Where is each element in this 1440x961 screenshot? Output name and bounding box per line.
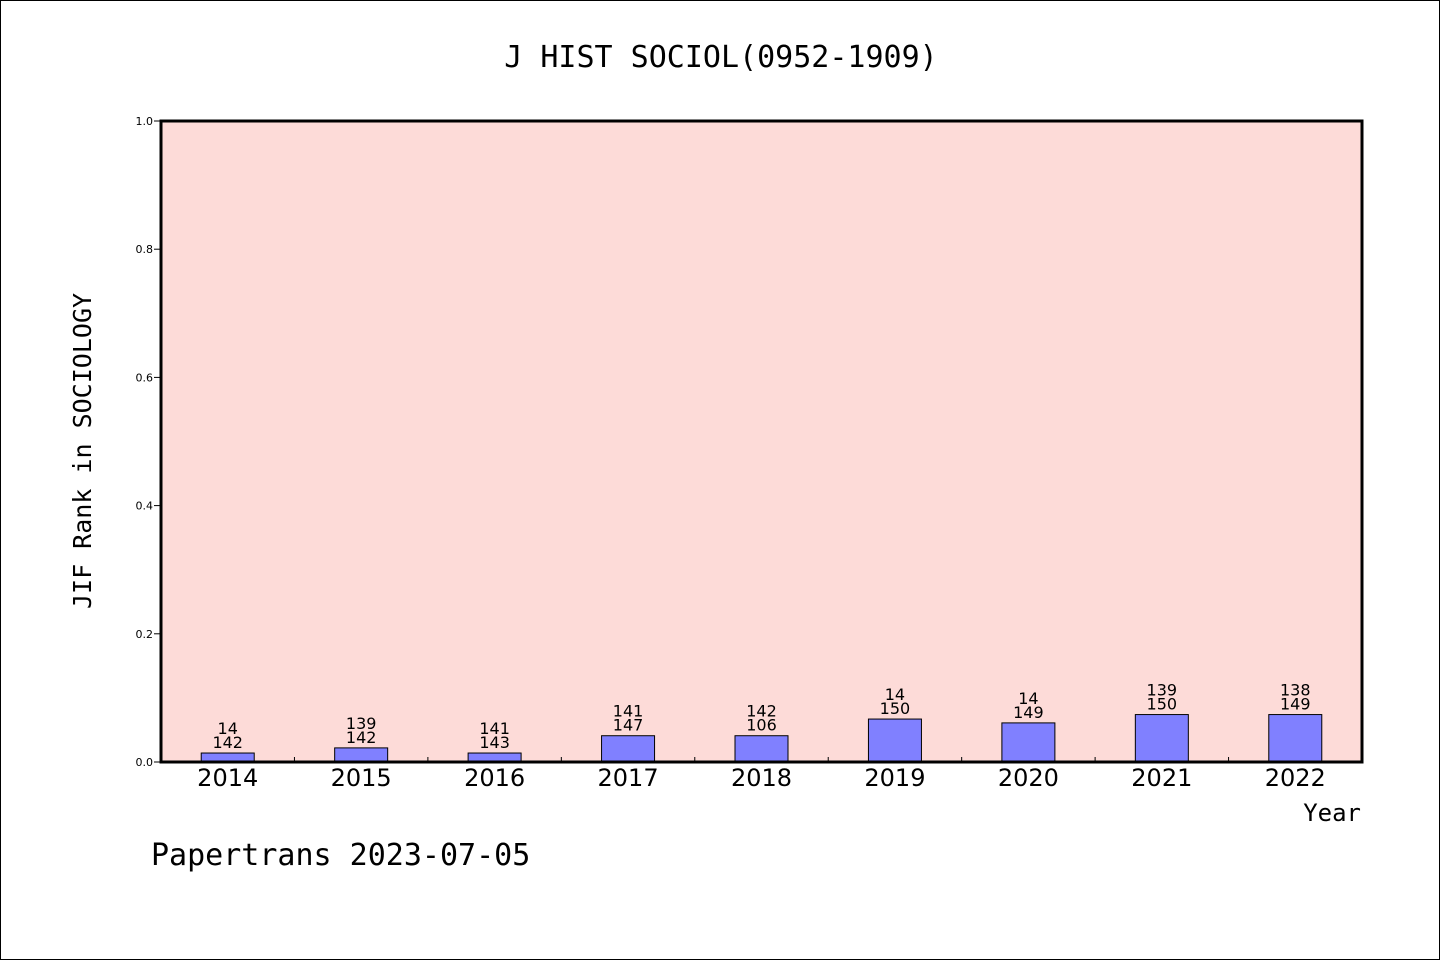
bar-rank-label-2016: 141 <box>479 719 510 738</box>
bar-rank-label-2019: 14 <box>885 685 905 704</box>
bar-rank-label-2022: 138 <box>1280 681 1311 700</box>
plot-border <box>159 119 1364 764</box>
bar-total-label-2021: 150 <box>1147 695 1178 714</box>
bar-2022 <box>1268 714 1323 763</box>
bar-total-label-2015: 142 <box>346 728 377 747</box>
x-tick-label-2016: 2016 <box>464 764 525 792</box>
bar-2019 <box>867 718 922 763</box>
y-axis-label: JIF Rank in SOCIOLOGY <box>68 293 97 609</box>
plot-area <box>161 121 1362 762</box>
bar-2017 <box>601 735 656 763</box>
bar-2018 <box>734 735 789 763</box>
bar-rank-label-2014: 14 <box>218 719 238 738</box>
x-axis: 2014 2015 2016 2017 2018 2019 2020 2021 2022 <box>197 757 1326 792</box>
x-tick-label-2019: 2019 <box>864 764 925 792</box>
bar-2021 <box>1134 714 1189 763</box>
x-tick-label-2014: 2014 <box>197 764 258 792</box>
bar-total-label-2018: 106 <box>746 716 777 735</box>
y-axis: 0.0 0.2 0.4 0.6 0.8 1.0 <box>136 115 161 769</box>
y-tick-label-3: 0.6 <box>136 371 154 384</box>
y-tick-label-5: 1.0 <box>136 115 154 128</box>
bar-2015 <box>334 747 389 763</box>
bar-2020 <box>1001 722 1056 763</box>
bar-rank-label-2015: 139 <box>346 714 377 733</box>
bar-rank-label-2017: 141 <box>613 702 644 721</box>
x-tick-label-2018: 2018 <box>731 764 792 792</box>
bar-total-label-2017: 147 <box>613 716 644 735</box>
x-tick-label-2020: 2020 <box>998 764 1059 792</box>
bar-total-label-2014: 142 <box>212 733 243 752</box>
bar-total-label-2019: 150 <box>880 699 911 718</box>
bar-rank-label-2021: 139 <box>1147 681 1178 700</box>
y-tick-label-0: 0.0 <box>136 756 154 769</box>
footer-watermark: Papertrans 2023-07-05 <box>151 838 530 873</box>
bar-rank-label-2018: 142 <box>746 702 777 721</box>
x-tick-label-2021: 2021 <box>1131 764 1192 792</box>
bar-rank-label-2020: 14 <box>1018 689 1038 708</box>
x-tick-label-2015: 2015 <box>331 764 392 792</box>
bar-total-label-2020: 149 <box>1013 703 1044 722</box>
x-axis-label: Year <box>1303 799 1361 827</box>
bar-total-label-2022: 149 <box>1280 695 1311 714</box>
y-tick-label-4: 0.8 <box>136 243 154 256</box>
bar-total-label-2016: 143 <box>479 733 510 752</box>
x-tick-label-2022: 2022 <box>1265 764 1326 792</box>
chart-title: J HIST SOCIOL(0952-1909) <box>504 40 937 75</box>
x-tick-label-2017: 2017 <box>598 764 659 792</box>
y-tick-label-1: 0.2 <box>136 628 154 641</box>
y-tick-label-2: 0.4 <box>136 500 154 513</box>
